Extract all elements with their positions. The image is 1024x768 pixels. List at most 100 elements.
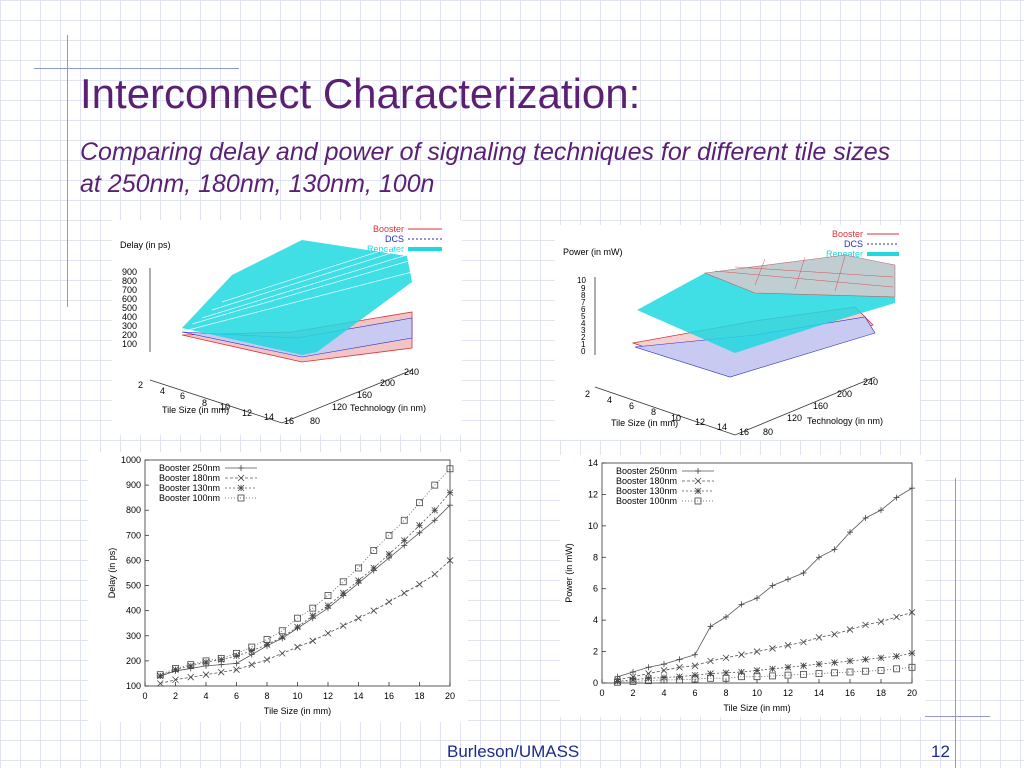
delay-ylabel: Delay (in ps) [107, 548, 117, 599]
power-point-3-7 [722, 674, 730, 682]
delay-ytick-label: 900 [126, 480, 141, 490]
power-point-1-8-d2 [738, 651, 745, 658]
xtick: 12 [242, 408, 252, 418]
power-point-2-16-d2 [862, 656, 869, 663]
power-point-2-3-d2 [660, 674, 668, 681]
xtick: 6 [629, 401, 634, 411]
power-point-3-2 [645, 677, 652, 685]
power-point-2-2-d2 [645, 675, 652, 682]
surface-group [181, 240, 413, 363]
power-point-2-1-d2 [629, 676, 637, 684]
ytick: 240 [404, 367, 419, 377]
delay-legend-marker-1-d2 [237, 474, 245, 482]
power-legend-label-1: Booster 180nm [616, 476, 677, 486]
delay-ytick-label: 600 [126, 555, 141, 565]
delay-point-1-2-d2 [187, 673, 195, 681]
power-point-3-13 [815, 670, 823, 677]
ztick: 500 [122, 303, 137, 313]
delay-point-3-19 [446, 465, 454, 473]
delay-point-3-15 [385, 531, 393, 539]
power-surface-xticks: 2 4 6 8 10 12 14 16 [585, 389, 749, 437]
delay-point-3-16 [400, 516, 408, 524]
power-point-3-4 [676, 676, 683, 684]
delay-ytick-label: 800 [126, 505, 141, 515]
power-point-3-11 [784, 671, 792, 679]
power-series-line-1 [617, 611, 913, 681]
power-ytick-label: 14 [588, 458, 598, 468]
decor-line [34, 68, 239, 69]
power-point-2-19-d2 [908, 649, 916, 657]
ztick: 1 [581, 340, 586, 349]
delay-point-3-10 [309, 604, 317, 612]
delay-xtick-label: 8 [264, 691, 269, 701]
slide-subtitle: Comparing delay and power of signaling t… [80, 138, 891, 198]
delay-point-3-14 [370, 547, 378, 554]
delay-legend-marker-2-d2 [237, 484, 245, 492]
delay-xtick-label: 18 [414, 691, 424, 701]
power-line-chart: 0 2 4 6 8 10 12 14 16 18 20 0 2 4 6 8 10 12 14 Tile Size (i… [560, 455, 925, 717]
power-point-1-6-d2 [707, 657, 714, 665]
ztick: 800 [122, 276, 137, 286]
delay-legend-label-2: Booster 130nm [159, 483, 220, 493]
power-point-3-18 [893, 665, 900, 673]
delay-ytick-label: 1000 [121, 455, 141, 465]
power-ytick-label: 10 [588, 521, 598, 531]
delay-surface-svg: Delay (in ps) Booster DCS Repeater 900 8… [120, 224, 442, 426]
delay-xtick-label: 2 [173, 691, 178, 701]
ytick: 240 [863, 377, 878, 387]
delay-legend-label-1: Booster 180nm [159, 473, 220, 483]
power-point-2-13-d2 [815, 660, 823, 668]
power-xtick-label: 4 [661, 688, 666, 698]
delay-legend-label-3: Booster 100nm [159, 493, 220, 503]
delay-point-1-14-d2 [370, 607, 378, 614]
delay-xtick-label: 12 [323, 691, 333, 701]
delay-point-2-13-d2 [355, 577, 362, 584]
delay-point-3-5 [233, 649, 240, 657]
delay-surface-yticks: 80 120 160 200 240 [310, 367, 419, 426]
ztick: 9 [581, 284, 586, 293]
delay-ytick-label: 300 [126, 631, 141, 641]
delay-surface-xticks: 2 4 6 8 10 12 14 16 [138, 380, 294, 426]
power-surface-xlabel: Tile Size (in mm) [611, 418, 678, 428]
ztick: 100 [122, 339, 137, 349]
power-point-1-2-d2 [645, 670, 652, 677]
delay-point-2-18-d2 [431, 506, 439, 514]
legend-dcs: DCS [385, 234, 404, 244]
ztick: 300 [122, 321, 137, 331]
power-series-3 [614, 663, 916, 686]
delay-ytick-label: 500 [126, 581, 141, 591]
ztick: 10 [577, 276, 586, 285]
delay-point-3-2 [187, 661, 195, 669]
xtick: 14 [264, 412, 274, 422]
power-ytick-label: 2 [593, 647, 598, 657]
power-point-3-9 [753, 673, 761, 681]
power-point-3-19 [908, 663, 916, 671]
decor-line [67, 35, 68, 307]
power-legend-label-3: Booster 100nm [616, 496, 677, 506]
delay-series-3 [156, 465, 454, 679]
power-surface-zlabel: Power (in mW) [563, 247, 623, 257]
delay-xtick-label: 16 [384, 691, 394, 701]
delay-xtick-label: 10 [292, 691, 302, 701]
delay-point-3-13 [355, 564, 362, 572]
delay-point-1-5-d2 [233, 666, 240, 673]
xtick: 4 [160, 386, 165, 396]
delay-point-2-19-d2 [446, 489, 454, 496]
xtick: 4 [607, 395, 612, 405]
xtick: 16 [284, 416, 294, 426]
delay-point-2-9-d2 [294, 623, 301, 631]
xtick: 2 [585, 389, 590, 399]
power-point-3-5 [691, 675, 699, 683]
power-point-3-17 [877, 667, 885, 674]
power-point-3-12 [800, 670, 807, 678]
delay-point-2-11-d2 [324, 602, 332, 609]
delay-point-1-11-d2 [324, 629, 332, 637]
xtick: 10 [220, 402, 230, 412]
ztick: 3 [581, 326, 586, 335]
delay-point-1-4-d2 [217, 668, 225, 676]
base-axes [594, 376, 876, 436]
power-point-1-11-d2 [784, 642, 792, 649]
delay-point-3-7 [263, 636, 271, 643]
delay-series-1 [156, 557, 454, 687]
power-series-0 [614, 485, 915, 680]
